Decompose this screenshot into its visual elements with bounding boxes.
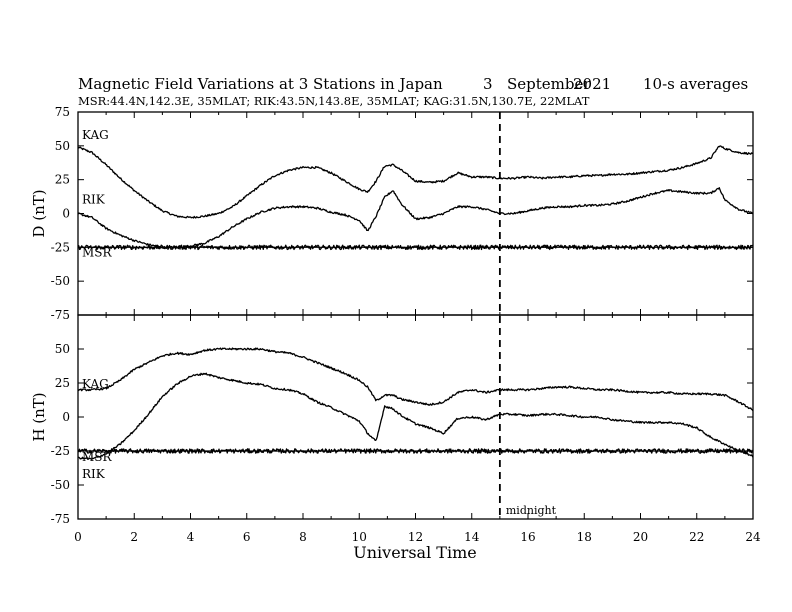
d-ytick-label: -25 [51,240,70,254]
x-tick-label: 14 [464,530,480,544]
d-label-msr: MSR [82,245,113,259]
h-ytick-label: 50 [55,342,70,356]
x-axis-label: Universal Time [353,543,476,562]
d-panel: -75 -50 -25 0 25 50 75 D (nT) KAG RIK MSR [30,105,754,322]
h-ytick-label: 25 [55,376,70,390]
stations-info: MSR:44.4N,142.3E, 35MLAT; RIK:43.5N,143.… [78,94,590,108]
h-series-msr [77,448,754,454]
x-tick-label: 8 [299,530,307,544]
h-series-rik [77,372,754,460]
x-tick-label: 0 [74,530,82,544]
d-ytick-label: 75 [55,105,70,119]
h-label-rik: RIK [82,467,106,481]
x-tick-label: 18 [577,530,592,544]
d-ytick-label: -75 [51,308,70,322]
date-day: 3 [483,75,493,93]
x-tick-label: 6 [243,530,251,544]
x-tick-label: 16 [520,530,535,544]
midnight-marker: midnight [498,112,557,519]
h-ytick-label: 0 [62,410,70,424]
d-ytick-label: 25 [55,173,70,187]
averaging-note: 10-s averages [643,75,748,93]
h-label-kag: KAG [82,377,109,391]
x-tick-label: 12 [408,530,423,544]
h-ytick-label: -75 [51,512,70,526]
x-tick-label: 2 [130,530,138,544]
d-series-rik [77,187,754,249]
date-year: 2021 [573,75,611,93]
chart-title: Magnetic Field Variations at 3 Stations … [78,75,443,93]
d-ytick-label: -50 [51,274,70,288]
d-y-axis-label: D (nT) [30,189,48,237]
d-label-rik: RIK [82,193,106,207]
d-series-msr [77,244,754,251]
d-series-kag [77,145,754,219]
h-ytick-label: -50 [51,478,70,492]
d-ytick-label: 0 [62,207,70,221]
x-tick-label: 10 [352,530,367,544]
date-month: September [507,75,591,93]
h-y-axis-label: H (nT) [30,392,48,441]
midnight-label: midnight [506,504,557,517]
d-label-kag: KAG [82,128,109,142]
x-tick-label: 20 [633,530,648,544]
h-series-kag [77,347,754,412]
x-tick-label: 4 [187,530,195,544]
x-tick-label: 24 [745,530,761,544]
x-tick-label: 22 [689,530,704,544]
d-ytick-label: 50 [55,139,70,153]
h-ytick-label: -25 [51,444,70,458]
h-label-msr: MSR [82,450,113,464]
